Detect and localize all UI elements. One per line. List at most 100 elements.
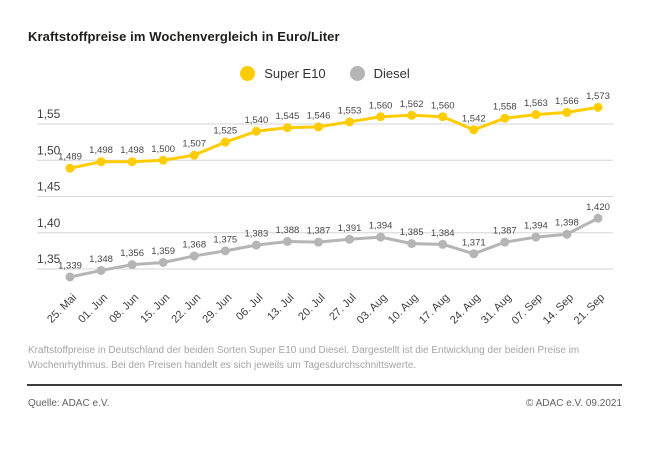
data-point [469, 249, 479, 259]
legend-label-diesel: Diesel [373, 66, 410, 81]
x-tick-label: 07. Sep [510, 292, 545, 327]
data-point-label: 1,545 [276, 111, 300, 122]
data-point-label: 1,573 [586, 91, 610, 102]
series-line-super-e10 [68, 105, 600, 170]
x-tick-label: 10. Aug [386, 292, 421, 327]
data-point-label: 1,391 [338, 223, 362, 234]
data-point-label: 1,498 [89, 145, 113, 156]
data-point [407, 110, 417, 120]
data-point [65, 163, 75, 173]
data-point-label: 1,420 [586, 202, 610, 213]
x-tick-label: 13. Jul [265, 292, 296, 323]
x-tick-label: 25. Mai [45, 292, 79, 326]
data-point [127, 157, 137, 167]
data-point [407, 239, 417, 249]
x-tick-label: 17. Aug [417, 292, 452, 327]
data-point [438, 112, 448, 122]
data-point-label: 1,560 [369, 100, 393, 111]
legend-dot-super-e10-icon [240, 66, 256, 81]
data-point-label: 1,542 [462, 113, 486, 124]
data-point-label: 1,383 [244, 229, 268, 240]
page-title: Kraftstoffpreise im Wochenvergleich in E… [28, 29, 340, 44]
data-point [313, 122, 323, 132]
data-point [158, 257, 168, 267]
data-point [282, 123, 292, 133]
x-tick-label: 29. Jun [200, 292, 234, 326]
data-point-label: 1,348 [89, 254, 113, 265]
data-point-label: 1,375 [213, 234, 237, 245]
data-point [500, 237, 510, 247]
data-point [531, 110, 541, 120]
legend-item-diesel: Diesel [349, 66, 410, 81]
data-point [345, 234, 355, 244]
x-tick-label: 14. Sep [541, 292, 576, 327]
x-tick-label: 03. Aug [355, 292, 390, 327]
footer: Quelle: ADAC e.V. © ADAC e.V. 09.2021 [28, 398, 622, 409]
x-tick-label: 21. Sep [572, 292, 607, 327]
data-point-label: 1,562 [400, 99, 424, 110]
footer-divider [27, 384, 622, 386]
x-tick-label: 24. Aug [448, 292, 483, 327]
data-point-label: 1,356 [120, 248, 144, 259]
data-point [469, 125, 479, 135]
data-point [593, 213, 603, 223]
data-point-label: 1,546 [307, 110, 331, 121]
data-point [376, 112, 386, 122]
y-tick-label: 1,55 [37, 107, 61, 121]
data-point [96, 265, 106, 275]
data-point [251, 240, 261, 250]
data-point [313, 237, 323, 247]
data-point [96, 157, 106, 167]
data-point-label: 1,368 [182, 239, 206, 250]
data-point-label: 1,385 [400, 227, 424, 238]
data-point-label: 1,394 [524, 221, 548, 232]
y-tick-label: 1,45 [37, 180, 61, 194]
source-label: Quelle: ADAC e.V. [28, 398, 110, 409]
data-point-label: 1,540 [244, 115, 268, 126]
data-point-label: 1,398 [555, 218, 579, 229]
data-point [158, 155, 168, 165]
y-tick-label: 1,35 [37, 252, 61, 266]
data-point [189, 150, 199, 160]
data-point-label: 1,507 [182, 139, 206, 150]
data-point-label: 1,388 [276, 225, 300, 236]
data-point-label: 1,563 [524, 98, 548, 109]
data-point [189, 251, 199, 261]
x-tick-label: 31. Aug [479, 292, 514, 327]
data-point [345, 117, 355, 127]
data-point [531, 232, 541, 242]
x-tick-label: 20. Jul [296, 292, 327, 323]
x-tick-label: 08. Jun [107, 292, 141, 326]
chart-description: Kraftstoffpreise in Deutschland der beid… [28, 345, 580, 371]
legend-item-super-e10: Super E10 [240, 66, 326, 81]
series-line-diesel [68, 216, 600, 279]
data-point [251, 126, 261, 136]
data-point-label: 1,560 [431, 100, 455, 111]
chart-legend: Super E10 Diesel [0, 66, 650, 81]
y-tick-label: 1,50 [37, 143, 61, 157]
data-point [500, 113, 510, 123]
y-tick-label: 1,40 [37, 216, 61, 230]
data-point-label: 1,500 [151, 144, 175, 155]
data-point-label: 1,489 [58, 152, 82, 163]
data-point [562, 229, 572, 239]
data-point [220, 137, 230, 147]
data-point-label: 1,498 [120, 145, 144, 156]
data-point-label: 1,371 [462, 237, 486, 248]
x-tick-label: 01. Jun [76, 292, 110, 326]
data-point-label: 1,394 [369, 221, 393, 232]
data-point [562, 107, 572, 117]
data-point [127, 260, 137, 270]
x-tick-label: 22. Jun [169, 292, 203, 326]
data-point-label: 1,359 [151, 246, 175, 257]
data-point-label: 1,553 [338, 105, 362, 116]
x-tick-label: 06. Jul [234, 292, 265, 323]
data-point [438, 239, 448, 249]
data-point [282, 236, 292, 246]
copyright-label: © ADAC e.V. 09.2021 [526, 398, 622, 409]
data-point-label: 1,384 [431, 228, 455, 239]
data-point [220, 246, 230, 256]
data-point-label: 1,387 [307, 226, 331, 237]
